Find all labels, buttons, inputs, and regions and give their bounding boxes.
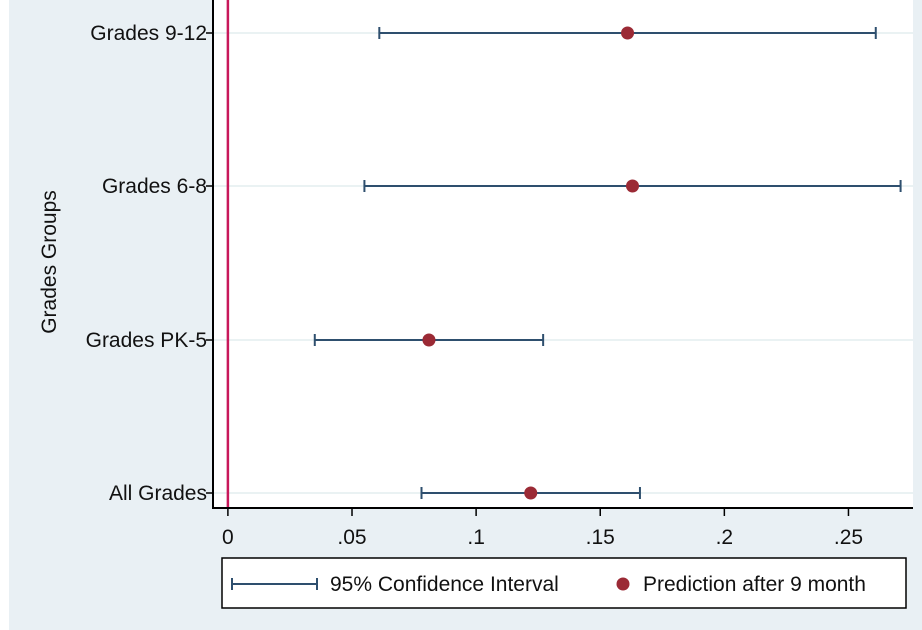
- y-tick-label: Grades 6-8: [102, 175, 207, 198]
- y-tick-label: Grades 9-12: [90, 22, 207, 45]
- x-tick-label: .15: [586, 526, 615, 549]
- legend-point-symbol: [616, 577, 630, 591]
- x-tick-label: .2: [716, 526, 734, 549]
- prediction-points: [422, 26, 640, 500]
- x-tick-label: .05: [337, 526, 366, 549]
- axes: Grades 9-12 Grades 6-8 Grades PK-5 All Grad…: [86, 0, 913, 549]
- legend-ci-symbol: [231, 578, 318, 590]
- y-tick-label: Grades PK-5: [86, 329, 207, 352]
- legend-ci-label: 95% Confidence Interval: [330, 573, 559, 596]
- plot-area: [213, 0, 913, 508]
- legend: 95% Confidence Interval Prediction after…: [221, 557, 907, 609]
- x-tick-label: 0: [222, 526, 234, 549]
- y-tick-label: All Grades: [109, 482, 207, 505]
- prediction-point-3: [422, 333, 436, 347]
- legend-box: [221, 557, 907, 609]
- prediction-point-4: [524, 486, 538, 500]
- x-tick-label: .25: [834, 526, 863, 549]
- x-tick-label: .1: [467, 526, 485, 549]
- prediction-point-1: [621, 26, 635, 40]
- legend-point-label: Prediction after 9 month: [643, 573, 866, 596]
- prediction-point-2: [626, 179, 640, 193]
- y-axis-title: Grades Groups: [38, 190, 61, 334]
